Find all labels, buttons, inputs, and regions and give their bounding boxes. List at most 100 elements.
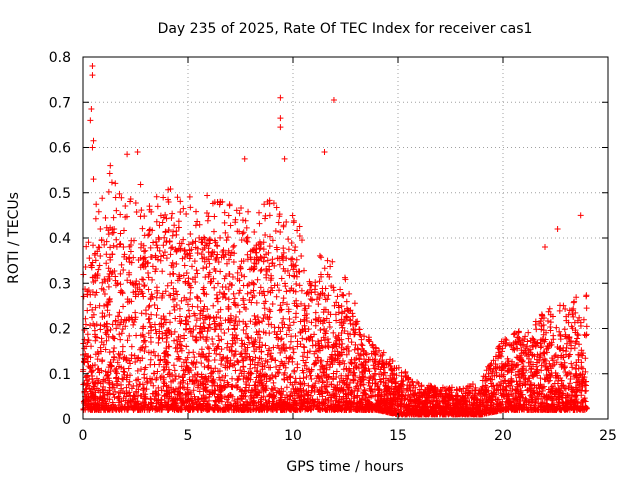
data-point (522, 395, 529, 402)
data-point (234, 357, 241, 364)
data-point (231, 301, 238, 308)
data-point (142, 343, 149, 350)
data-point (260, 246, 267, 253)
data-point (152, 326, 159, 333)
data-point (204, 334, 211, 341)
data-point (118, 398, 125, 405)
data-point (204, 364, 211, 371)
data-point (174, 291, 181, 298)
data-point (571, 345, 578, 352)
data-point (160, 321, 167, 328)
data-point (186, 325, 193, 332)
data-point (327, 311, 334, 318)
data-point (270, 344, 277, 351)
data-point (209, 335, 216, 342)
data-point (127, 372, 134, 379)
data-point (236, 287, 243, 294)
data-point (361, 333, 368, 340)
data-point (134, 367, 141, 374)
data-point (230, 244, 237, 251)
data-point (140, 391, 147, 398)
data-point (221, 377, 228, 384)
data-point (189, 361, 196, 368)
data-point (244, 334, 251, 341)
data-point (149, 227, 156, 234)
data-point (256, 355, 263, 362)
data-point (179, 255, 186, 262)
data-point (297, 341, 304, 348)
data-point (575, 332, 582, 339)
data-point (106, 311, 113, 318)
data-point (280, 245, 287, 252)
data-point (262, 298, 269, 305)
data-point (145, 286, 152, 293)
data-point (264, 313, 271, 320)
data-point (89, 373, 96, 380)
data-point (84, 307, 91, 314)
data-point (296, 397, 303, 404)
data-point (99, 357, 106, 364)
data-point (130, 392, 137, 399)
data-point (388, 367, 395, 374)
data-point (97, 225, 104, 232)
data-point (339, 357, 346, 364)
data-point (266, 330, 273, 337)
data-point (312, 341, 319, 348)
data-point (191, 258, 198, 265)
data-point (147, 244, 154, 251)
data-point (539, 399, 546, 406)
data-point (126, 389, 133, 396)
data-point (128, 343, 135, 350)
data-point (549, 362, 556, 369)
data-point (117, 281, 124, 288)
data-point (273, 293, 280, 300)
data-point (303, 373, 310, 380)
data-point (107, 244, 114, 251)
data-point (381, 369, 388, 376)
data-point (331, 348, 338, 355)
data-point (164, 282, 171, 289)
data-point (211, 326, 218, 333)
data-point (137, 244, 144, 251)
data-point (115, 350, 122, 357)
data-point (277, 328, 284, 335)
data-point (111, 354, 118, 361)
data-point (216, 351, 223, 358)
data-point (186, 313, 193, 320)
data-point (308, 319, 315, 326)
data-point (302, 328, 309, 335)
data-point (299, 335, 306, 342)
data-point (261, 305, 268, 312)
data-point (119, 326, 126, 333)
data-point (89, 314, 96, 321)
data-point (344, 376, 351, 383)
data-point (210, 314, 217, 321)
data-point (283, 255, 290, 262)
data-point (277, 302, 284, 309)
data-point (183, 314, 190, 321)
data-point (234, 275, 241, 282)
data-point (557, 336, 564, 343)
data-point (581, 381, 588, 388)
data-point (163, 255, 170, 262)
data-point (213, 291, 220, 298)
data-point (224, 344, 231, 351)
data-point (153, 403, 160, 410)
data-point (201, 385, 208, 392)
data-point (247, 318, 254, 325)
data-point (268, 356, 275, 363)
data-point (219, 294, 226, 301)
data-point (112, 388, 119, 395)
data-point (276, 397, 283, 404)
data-point (391, 394, 398, 401)
data-point (323, 315, 330, 322)
data-point (240, 295, 247, 302)
data-point (286, 316, 293, 323)
data-point (218, 326, 225, 333)
data-point (124, 277, 131, 284)
data-point (299, 353, 306, 360)
data-point (348, 339, 355, 346)
data-point (546, 305, 553, 312)
data-point (161, 234, 168, 241)
